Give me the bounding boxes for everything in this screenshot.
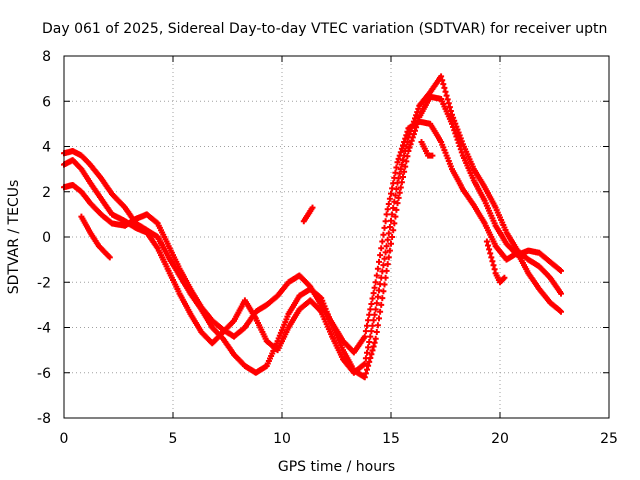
scatter-markers bbox=[78, 213, 113, 261]
y-tick-label: -2 bbox=[37, 275, 51, 291]
y-tick-label: 0 bbox=[42, 230, 51, 246]
series-trace-6 bbox=[418, 139, 436, 159]
series-trace-4 bbox=[78, 213, 113, 261]
x-tick-label: 25 bbox=[600, 431, 618, 447]
y-axis-label: SDTVAR / TECUs bbox=[6, 180, 22, 295]
x-axis-label: GPS time / hours bbox=[278, 459, 395, 475]
y-tick-label: -8 bbox=[37, 411, 51, 427]
grid-lines bbox=[64, 56, 609, 418]
series-trace-7 bbox=[483, 238, 508, 286]
y-tick-label: 4 bbox=[42, 140, 51, 156]
y-tick-label: 6 bbox=[42, 94, 51, 110]
chart-title: Day 061 of 2025, Sidereal Day-to-day VTE… bbox=[42, 21, 607, 37]
x-tick-label: 0 bbox=[60, 431, 69, 447]
y-tick-label: 8 bbox=[42, 49, 51, 65]
scatter-markers bbox=[418, 139, 436, 159]
x-ticks: 0 5 10 15 20 25 bbox=[60, 56, 618, 447]
x-tick-label: 15 bbox=[382, 431, 400, 447]
x-tick-label: 5 bbox=[169, 431, 178, 447]
y-ticks: -8 -6 -4 -2 0 2 4 6 8 bbox=[37, 49, 609, 427]
y-tick-label: -6 bbox=[37, 366, 51, 382]
x-tick-label: 20 bbox=[491, 431, 509, 447]
y-tick-label: -4 bbox=[37, 321, 51, 337]
y-tick-label: 2 bbox=[42, 185, 51, 201]
series-trace-5 bbox=[300, 204, 316, 225]
data-points bbox=[61, 73, 564, 381]
scatter-markers bbox=[300, 204, 316, 225]
scatter-markers bbox=[483, 238, 508, 286]
x-tick-label: 10 bbox=[273, 431, 291, 447]
